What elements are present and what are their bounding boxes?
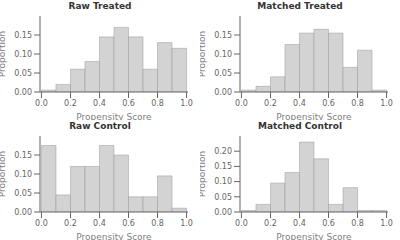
svg-text:0.8: 0.8 bbox=[151, 99, 164, 108]
svg-text:0.00: 0.00 bbox=[14, 208, 32, 217]
html-text:Raw Treated: Raw Treated bbox=[68, 1, 132, 11]
svg-text:0.15: 0.15 bbox=[214, 31, 232, 40]
svg-text:0.0: 0.0 bbox=[35, 99, 48, 108]
svg-text:0.10: 0.10 bbox=[14, 50, 32, 59]
svg-text:0.4: 0.4 bbox=[293, 219, 306, 228]
svg-text:0.4: 0.4 bbox=[93, 219, 106, 228]
html-text:Matched Control: Matched Control bbox=[258, 121, 342, 131]
svg-text:0.2: 0.2 bbox=[264, 99, 277, 108]
svg-text:0.6: 0.6 bbox=[322, 99, 335, 108]
svg-text:0.00: 0.00 bbox=[14, 88, 32, 97]
svg-text:1.0: 1.0 bbox=[380, 99, 392, 108]
svg-text:0.4: 0.4 bbox=[93, 99, 106, 108]
svg-text:0.00: 0.00 bbox=[214, 208, 232, 217]
svg-text:0.8: 0.8 bbox=[351, 219, 364, 228]
svg-text:0.00: 0.00 bbox=[214, 88, 232, 97]
svg-text:0.2: 0.2 bbox=[64, 219, 77, 228]
svg-text:0.05: 0.05 bbox=[214, 69, 232, 78]
svg-text:Propensity Score: Propensity Score bbox=[76, 232, 152, 240]
svg-text:0.2: 0.2 bbox=[264, 219, 277, 228]
svg-text:0.0: 0.0 bbox=[235, 219, 248, 228]
svg-text:0.8: 0.8 bbox=[351, 99, 364, 108]
svg-text:0.15: 0.15 bbox=[214, 162, 232, 171]
svg-text:0.15: 0.15 bbox=[14, 31, 32, 40]
svg-text:Propensity Score: Propensity Score bbox=[276, 232, 352, 240]
svg-text:0.0: 0.0 bbox=[35, 219, 48, 228]
svg-text:0.15: 0.15 bbox=[14, 151, 32, 160]
svg-text:0.20: 0.20 bbox=[214, 147, 232, 156]
svg-text:0.10: 0.10 bbox=[214, 177, 232, 186]
svg-text:0.05: 0.05 bbox=[214, 193, 232, 202]
svg-text:0.6: 0.6 bbox=[322, 219, 335, 228]
html-text:Raw Control: Raw Control bbox=[69, 121, 131, 131]
svg-text:Propensity Score: Propensity Score bbox=[276, 112, 352, 120]
svg-text:0.2: 0.2 bbox=[64, 99, 77, 108]
svg-text:0.6: 0.6 bbox=[122, 99, 135, 108]
html-text:Matched Treated: Matched Treated bbox=[257, 1, 343, 11]
svg-text:Proportion: Proportion bbox=[200, 31, 207, 77]
svg-text:Proportion: Proportion bbox=[200, 151, 207, 197]
svg-text:0.4: 0.4 bbox=[293, 99, 306, 108]
svg-text:0.05: 0.05 bbox=[14, 189, 32, 198]
svg-text:0.0: 0.0 bbox=[235, 99, 248, 108]
svg-text:1.0: 1.0 bbox=[180, 219, 193, 228]
svg-text:0.10: 0.10 bbox=[214, 50, 232, 59]
svg-text:1.0: 1.0 bbox=[380, 219, 392, 228]
svg-text:Propensity Score: Propensity Score bbox=[76, 112, 152, 120]
svg-text:0.8: 0.8 bbox=[151, 219, 164, 228]
svg-text:1.0: 1.0 bbox=[180, 99, 193, 108]
svg-text:0.05: 0.05 bbox=[14, 69, 32, 78]
svg-text:0.10: 0.10 bbox=[14, 170, 32, 179]
svg-text:0.6: 0.6 bbox=[122, 219, 135, 228]
